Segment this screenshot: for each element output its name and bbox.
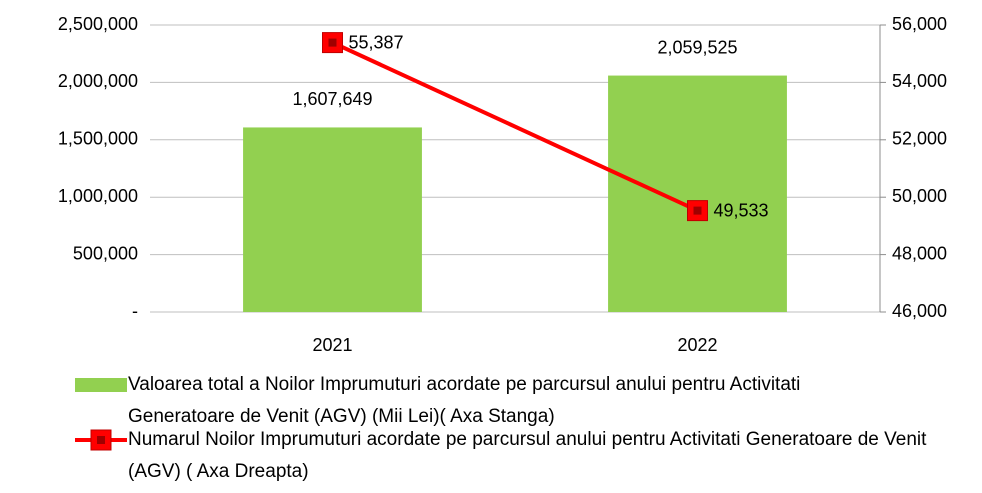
- bar: [243, 127, 422, 312]
- y2-tick-label: 48,000: [892, 243, 947, 263]
- y2-tick-label: 56,000: [892, 14, 947, 34]
- data-label: 49,533: [714, 200, 769, 220]
- bar: [608, 75, 787, 312]
- y-tick-label: 500,000: [73, 243, 138, 263]
- y2-tick-label: 54,000: [892, 71, 947, 91]
- data-label: 2,059,525: [657, 37, 737, 57]
- line: [331, 40, 699, 213]
- data-label: 55,387: [349, 32, 404, 52]
- y-tick-label: 2,500,000: [58, 14, 138, 34]
- legend-key: [97, 436, 105, 444]
- legend-label: Numarul Noilor Imprumuturi acordate pe p…: [128, 429, 927, 482]
- y-tick-label: 1,500,000: [58, 129, 138, 149]
- y2-tick-label: 50,000: [892, 186, 947, 206]
- legend-key: [75, 378, 127, 392]
- data-label: 1,607,649: [292, 89, 372, 109]
- y-tick-label: -: [132, 301, 138, 321]
- x-tick-label: 2021: [312, 335, 352, 355]
- marker-center: [328, 38, 337, 47]
- y-tick-label: 2,000,000: [58, 71, 138, 91]
- marker-center: [693, 206, 702, 215]
- x-tick-label: 2022: [677, 335, 717, 355]
- y2-tick-label: 52,000: [892, 129, 947, 149]
- y2-tick-label: 46,000: [892, 301, 947, 321]
- legend-label: Valoarea total a Noilor Imprumuturi acor…: [128, 374, 801, 427]
- y-tick-label: 1,000,000: [58, 186, 138, 206]
